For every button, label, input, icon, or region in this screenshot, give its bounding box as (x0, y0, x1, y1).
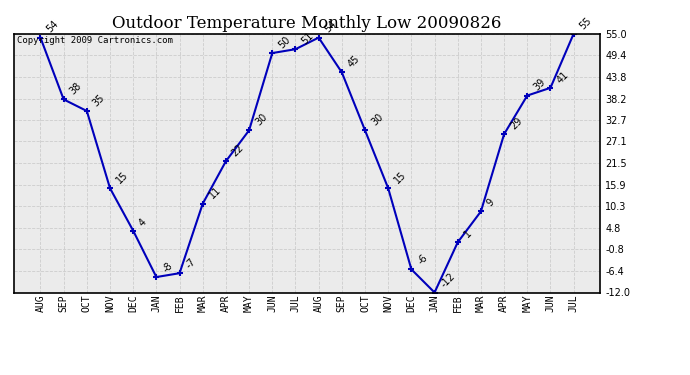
Text: 35: 35 (91, 92, 107, 108)
Text: -12: -12 (439, 272, 457, 290)
Text: 1: 1 (462, 228, 473, 240)
Text: 51: 51 (299, 31, 315, 46)
Text: 9: 9 (485, 197, 497, 208)
Text: 55: 55 (578, 15, 593, 31)
Text: 22: 22 (230, 142, 246, 158)
Text: -7: -7 (184, 256, 197, 270)
Text: 30: 30 (253, 112, 269, 128)
Text: 54: 54 (323, 19, 339, 35)
Text: 4: 4 (137, 216, 149, 228)
Title: Outdoor Temperature Monthly Low 20090826: Outdoor Temperature Monthly Low 20090826 (112, 15, 502, 32)
Text: -8: -8 (161, 260, 175, 274)
Text: 41: 41 (555, 69, 571, 85)
Text: 30: 30 (369, 112, 385, 128)
Text: 29: 29 (509, 116, 524, 131)
Text: 38: 38 (68, 81, 83, 97)
Text: Copyright 2009 Cartronics.com: Copyright 2009 Cartronics.com (17, 36, 172, 45)
Text: 15: 15 (114, 170, 130, 186)
Text: -6: -6 (415, 253, 429, 267)
Text: 45: 45 (346, 54, 362, 70)
Text: 39: 39 (531, 77, 547, 93)
Text: 15: 15 (393, 170, 408, 186)
Text: 11: 11 (207, 185, 223, 201)
Text: 54: 54 (45, 19, 61, 35)
Text: 50: 50 (277, 34, 293, 50)
